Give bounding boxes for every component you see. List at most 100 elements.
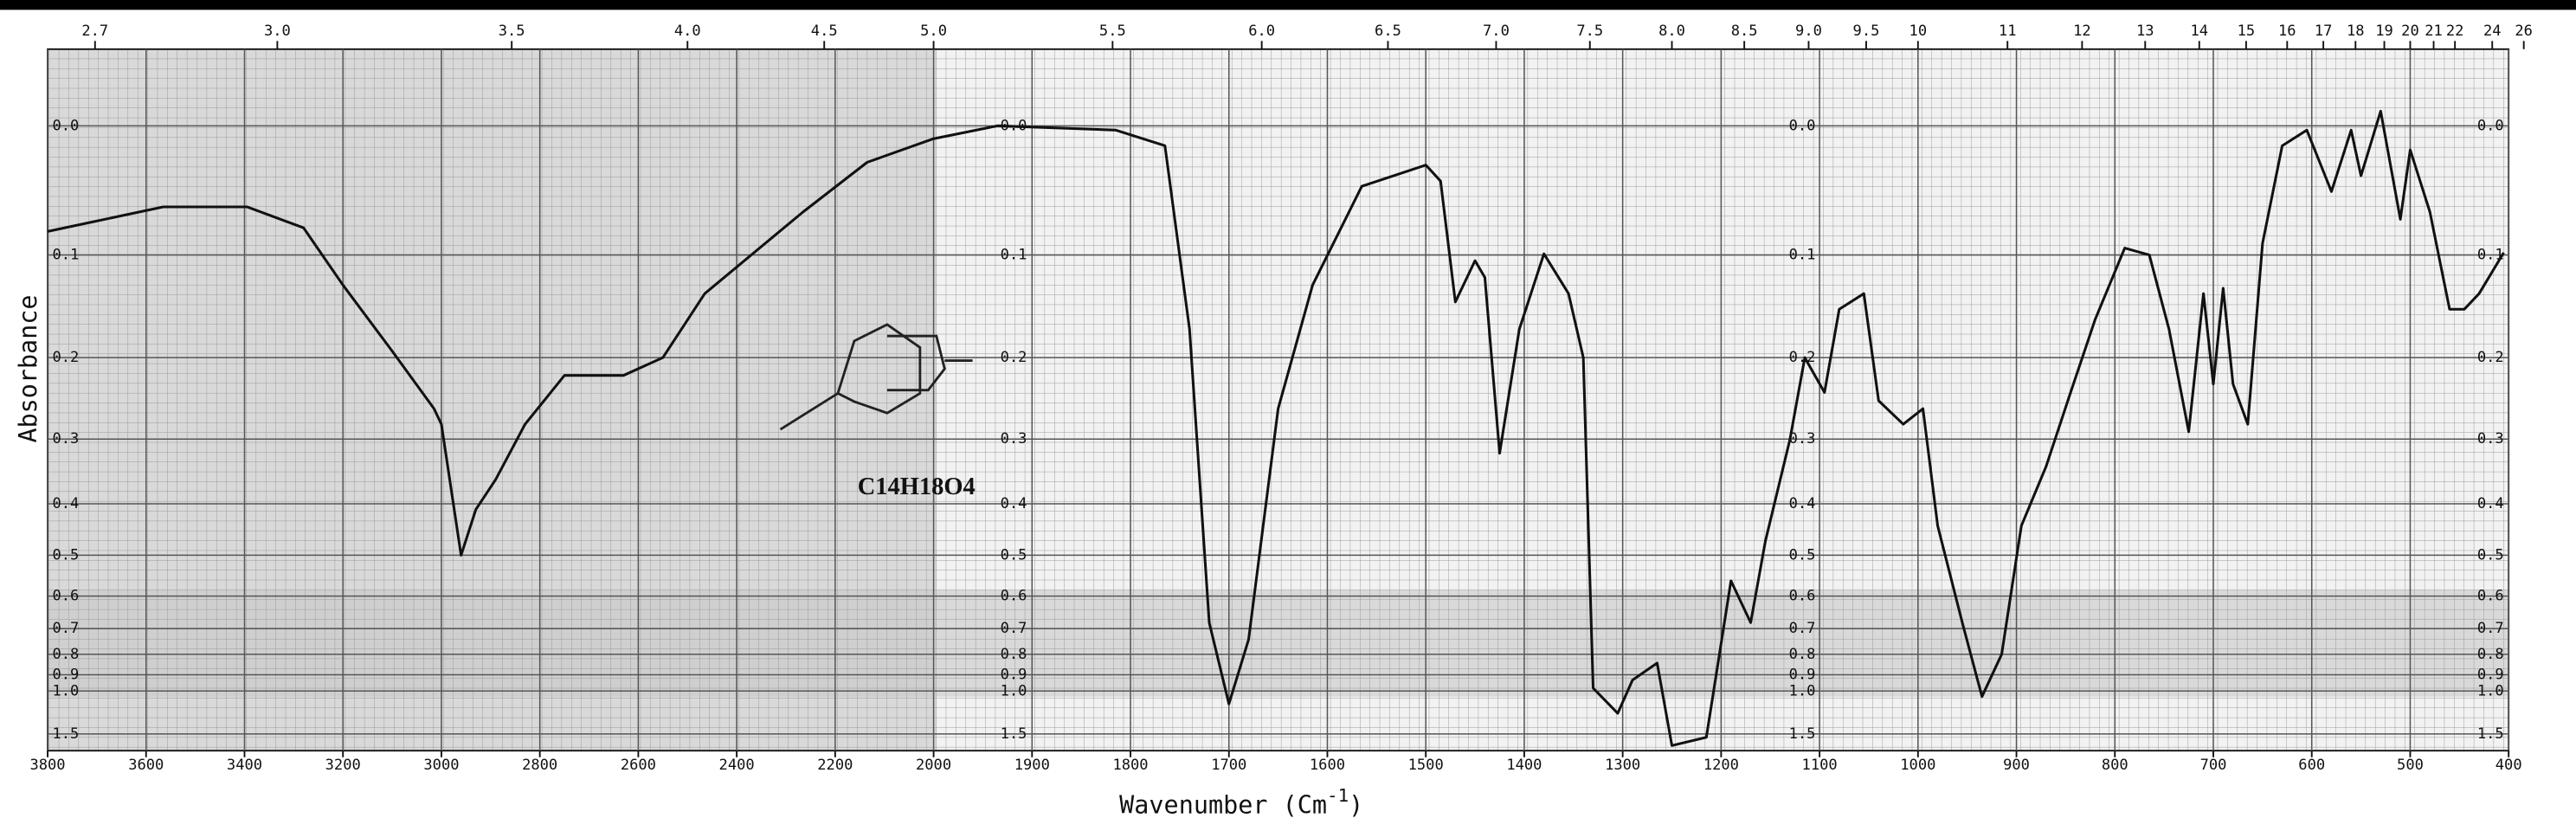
top-bar — [0, 0, 2576, 10]
y-tick-label: 0.1 — [53, 247, 80, 264]
y-axis-title: Absorbance — [14, 295, 42, 443]
x-tick-label: 1800 — [1112, 757, 1148, 774]
structure-sketch — [779, 323, 973, 431]
x2-tick-label: 9.0 — [1795, 23, 1822, 40]
x2-tick-label: 18 — [2347, 23, 2365, 40]
x2-tick-label: 19 — [2375, 23, 2393, 40]
x2-tick-label: 15 — [2238, 23, 2256, 40]
y-tick-label: 0.6 — [53, 588, 80, 605]
y-tick-label: 0.5 — [2477, 546, 2504, 564]
x-tick-label: 1100 — [1802, 757, 1838, 774]
fine-grid — [48, 48, 2509, 751]
x-tick-label: 2000 — [916, 757, 951, 774]
x2-tick-label: 26 — [2515, 23, 2533, 40]
y-tick-label: 1.5 — [2477, 725, 2504, 743]
x2-tick-label: 13 — [2136, 23, 2154, 40]
x-tick-label: 2400 — [719, 757, 755, 774]
y-tick-label: 0.4 — [1789, 495, 1816, 512]
y-tick-label: 0.7 — [2477, 620, 2504, 637]
x2-tick-label: 22 — [2446, 23, 2464, 40]
y-tick-label: 0.7 — [1789, 620, 1816, 637]
x-axis-title-main: Wavenumber (Cm — [1119, 791, 1327, 820]
y-tick-label: 0.0 — [53, 117, 80, 134]
y-tick-label: 0.3 — [53, 430, 80, 448]
y-tick-label: 0.2 — [1789, 349, 1816, 366]
y-tick-label: 1.0 — [1789, 682, 1816, 699]
y-tick-label: 0.8 — [2477, 646, 2504, 663]
x2-tick-label: 14 — [2190, 23, 2208, 40]
y-tick-label: 0.7 — [1001, 620, 1027, 637]
y-tick-label: 0.9 — [53, 667, 80, 684]
x2-tick-label: 8.5 — [1731, 23, 1758, 40]
x-tick-label: 1900 — [1014, 757, 1050, 774]
y-tick-label: 0.9 — [1789, 667, 1816, 684]
x2-tick-label: 7.5 — [1576, 23, 1603, 40]
y-tick-label: 0.6 — [1789, 588, 1816, 605]
y-tick-label: 0.9 — [2477, 667, 2504, 684]
y-tick-label: 0.3 — [1001, 430, 1027, 448]
x-tick-label: 3800 — [29, 757, 65, 774]
x2-tick-label: 6.5 — [1375, 23, 1401, 40]
x2-tick-label: 24 — [2483, 23, 2502, 40]
x-tick-label: 800 — [2102, 757, 2128, 774]
y-tick-label: 0.8 — [1789, 646, 1816, 663]
x2-tick-label: 17 — [2315, 23, 2333, 40]
x2-tick-label: 8.0 — [1658, 23, 1685, 40]
x-tick-label: 2800 — [522, 757, 557, 774]
y-tick-label: 1.5 — [53, 725, 80, 743]
y-tick-label: 0.8 — [1001, 646, 1027, 663]
x-tick-label: 900 — [2003, 757, 2030, 774]
x2-tick-label: 20 — [2401, 23, 2419, 40]
plot-layer: 0.0 0.0 0.0 0.00.1 0.1 0.1 0.10.2 0.2 0.2 0.20.3 0… — [29, 23, 2532, 774]
x-axis-title: Wavenumber (Cm-1) — [1119, 785, 1363, 819]
y-tick-label: 1.0 — [53, 682, 80, 699]
y-tick-label: 0.2 — [1001, 349, 1027, 366]
x2-tick-label: 3.5 — [499, 23, 525, 40]
spectrum-line — [47, 109, 2505, 747]
x2-tick-label: 3.0 — [264, 23, 291, 40]
x2-tick-label: 5.0 — [920, 23, 947, 40]
x2-tick-label: 4.5 — [811, 23, 838, 40]
y-tick-label: 0.5 — [1001, 546, 1027, 564]
x2-tick-label: 21 — [2425, 23, 2443, 40]
y-tick-label: 0.5 — [1789, 546, 1816, 564]
y-tick-label: 0.4 — [53, 495, 80, 512]
x-tick-label: 1600 — [1310, 757, 1345, 774]
x2-tick-label: 12 — [2073, 23, 2091, 40]
y-tick-label: 1.5 — [1789, 725, 1816, 743]
x-tick-label: 500 — [2397, 757, 2424, 774]
y-tick-label: 0.5 — [53, 546, 80, 564]
x-tick-label: 1400 — [1506, 757, 1542, 774]
x-tick-label: 3000 — [423, 757, 459, 774]
x-tick-label: 1700 — [1211, 757, 1246, 774]
x2-tick-label: 10 — [1909, 23, 1928, 40]
y-tick-label: 0.4 — [2477, 495, 2504, 512]
x2-tick-label: 4.0 — [674, 23, 701, 40]
y-tick-label: 0.9 — [1001, 667, 1027, 684]
y-tick-label: 0.0 — [1789, 117, 1816, 134]
x2-tick-label: 11 — [1999, 23, 2017, 40]
y-tick-label: 0.1 — [1001, 247, 1027, 264]
x-tick-label: 2600 — [621, 757, 656, 774]
x-axis-title-sup: -1 — [1327, 785, 1349, 806]
x2-tick-label: 16 — [2278, 23, 2296, 40]
y-tick-label: 0.1 — [2477, 247, 2504, 264]
y-tick-label: 0.8 — [53, 646, 80, 663]
x-tick-label: 700 — [2200, 757, 2227, 774]
x-tick-label: 400 — [2496, 757, 2522, 774]
x-tick-label: 3200 — [325, 757, 361, 774]
x-tick-label: 600 — [2298, 757, 2325, 774]
y-tick-label: 0.2 — [53, 349, 80, 366]
formula-annotation: C14H18O4 — [858, 473, 976, 500]
x-tick-label: 3400 — [227, 757, 262, 774]
y-tick-label: 1.0 — [2477, 682, 2504, 699]
y-tick-label: 0.3 — [1789, 430, 1816, 448]
x2-tick-label: 5.5 — [1099, 23, 1126, 40]
x-tick-label: 1300 — [1605, 757, 1640, 774]
x2-tick-label: 9.5 — [1853, 23, 1880, 40]
y-tick-label: 0.6 — [2477, 588, 2504, 605]
y-tick-label: 1.5 — [1001, 725, 1027, 743]
y-tick-label: 0.6 — [1001, 588, 1027, 605]
x-tick-label: 3600 — [128, 757, 164, 774]
